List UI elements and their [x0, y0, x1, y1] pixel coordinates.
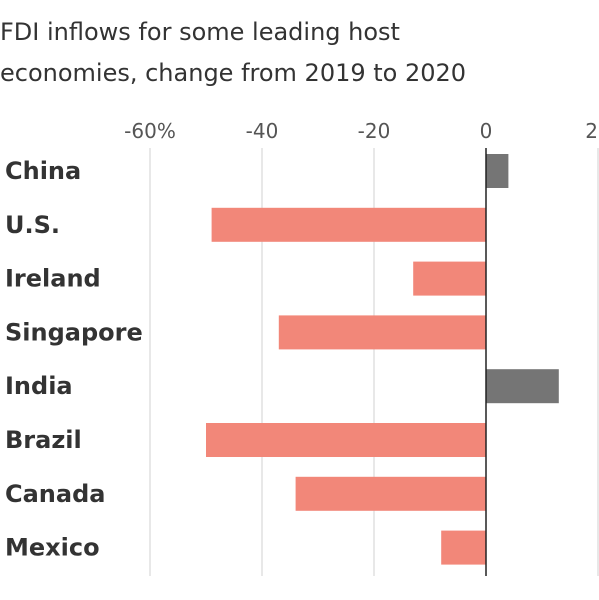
x-tick-label: 20: [585, 119, 599, 143]
category-label: Brazil: [5, 426, 82, 454]
category-label: India: [5, 372, 73, 400]
x-tick-label: -60%: [124, 119, 176, 143]
category-labels: China U.S. Ireland Singapore India Brazil Cana…: [5, 157, 143, 562]
bar: [486, 154, 509, 188]
category-label: Canada: [5, 480, 105, 508]
category-label: U.S.: [5, 211, 60, 239]
x-tick-label: -40: [246, 119, 279, 143]
bar: [413, 261, 486, 296]
x-tick-label: 0: [480, 119, 493, 143]
bar: [295, 476, 486, 511]
bar: [211, 207, 486, 242]
category-label: Singapore: [5, 318, 143, 346]
x-tick-label: -20: [358, 119, 391, 143]
category-label: Ireland: [5, 265, 101, 293]
category-label: China: [5, 157, 81, 185]
bar: [486, 369, 559, 404]
bar: [278, 315, 486, 350]
bar: [441, 530, 486, 565]
chart-title-line-2: economies, change from 2019 to 2020: [0, 59, 467, 87]
chart-title-line-1: FDI inflows for some leading host: [0, 18, 400, 46]
category-label: Mexico: [5, 534, 100, 562]
chart-title: FDI inflows for some leading host econom…: [0, 12, 590, 94]
bars: [206, 154, 559, 565]
x-axis-tick-labels: -60% -40 -20 0 20: [124, 119, 599, 143]
bar: [206, 423, 486, 457]
